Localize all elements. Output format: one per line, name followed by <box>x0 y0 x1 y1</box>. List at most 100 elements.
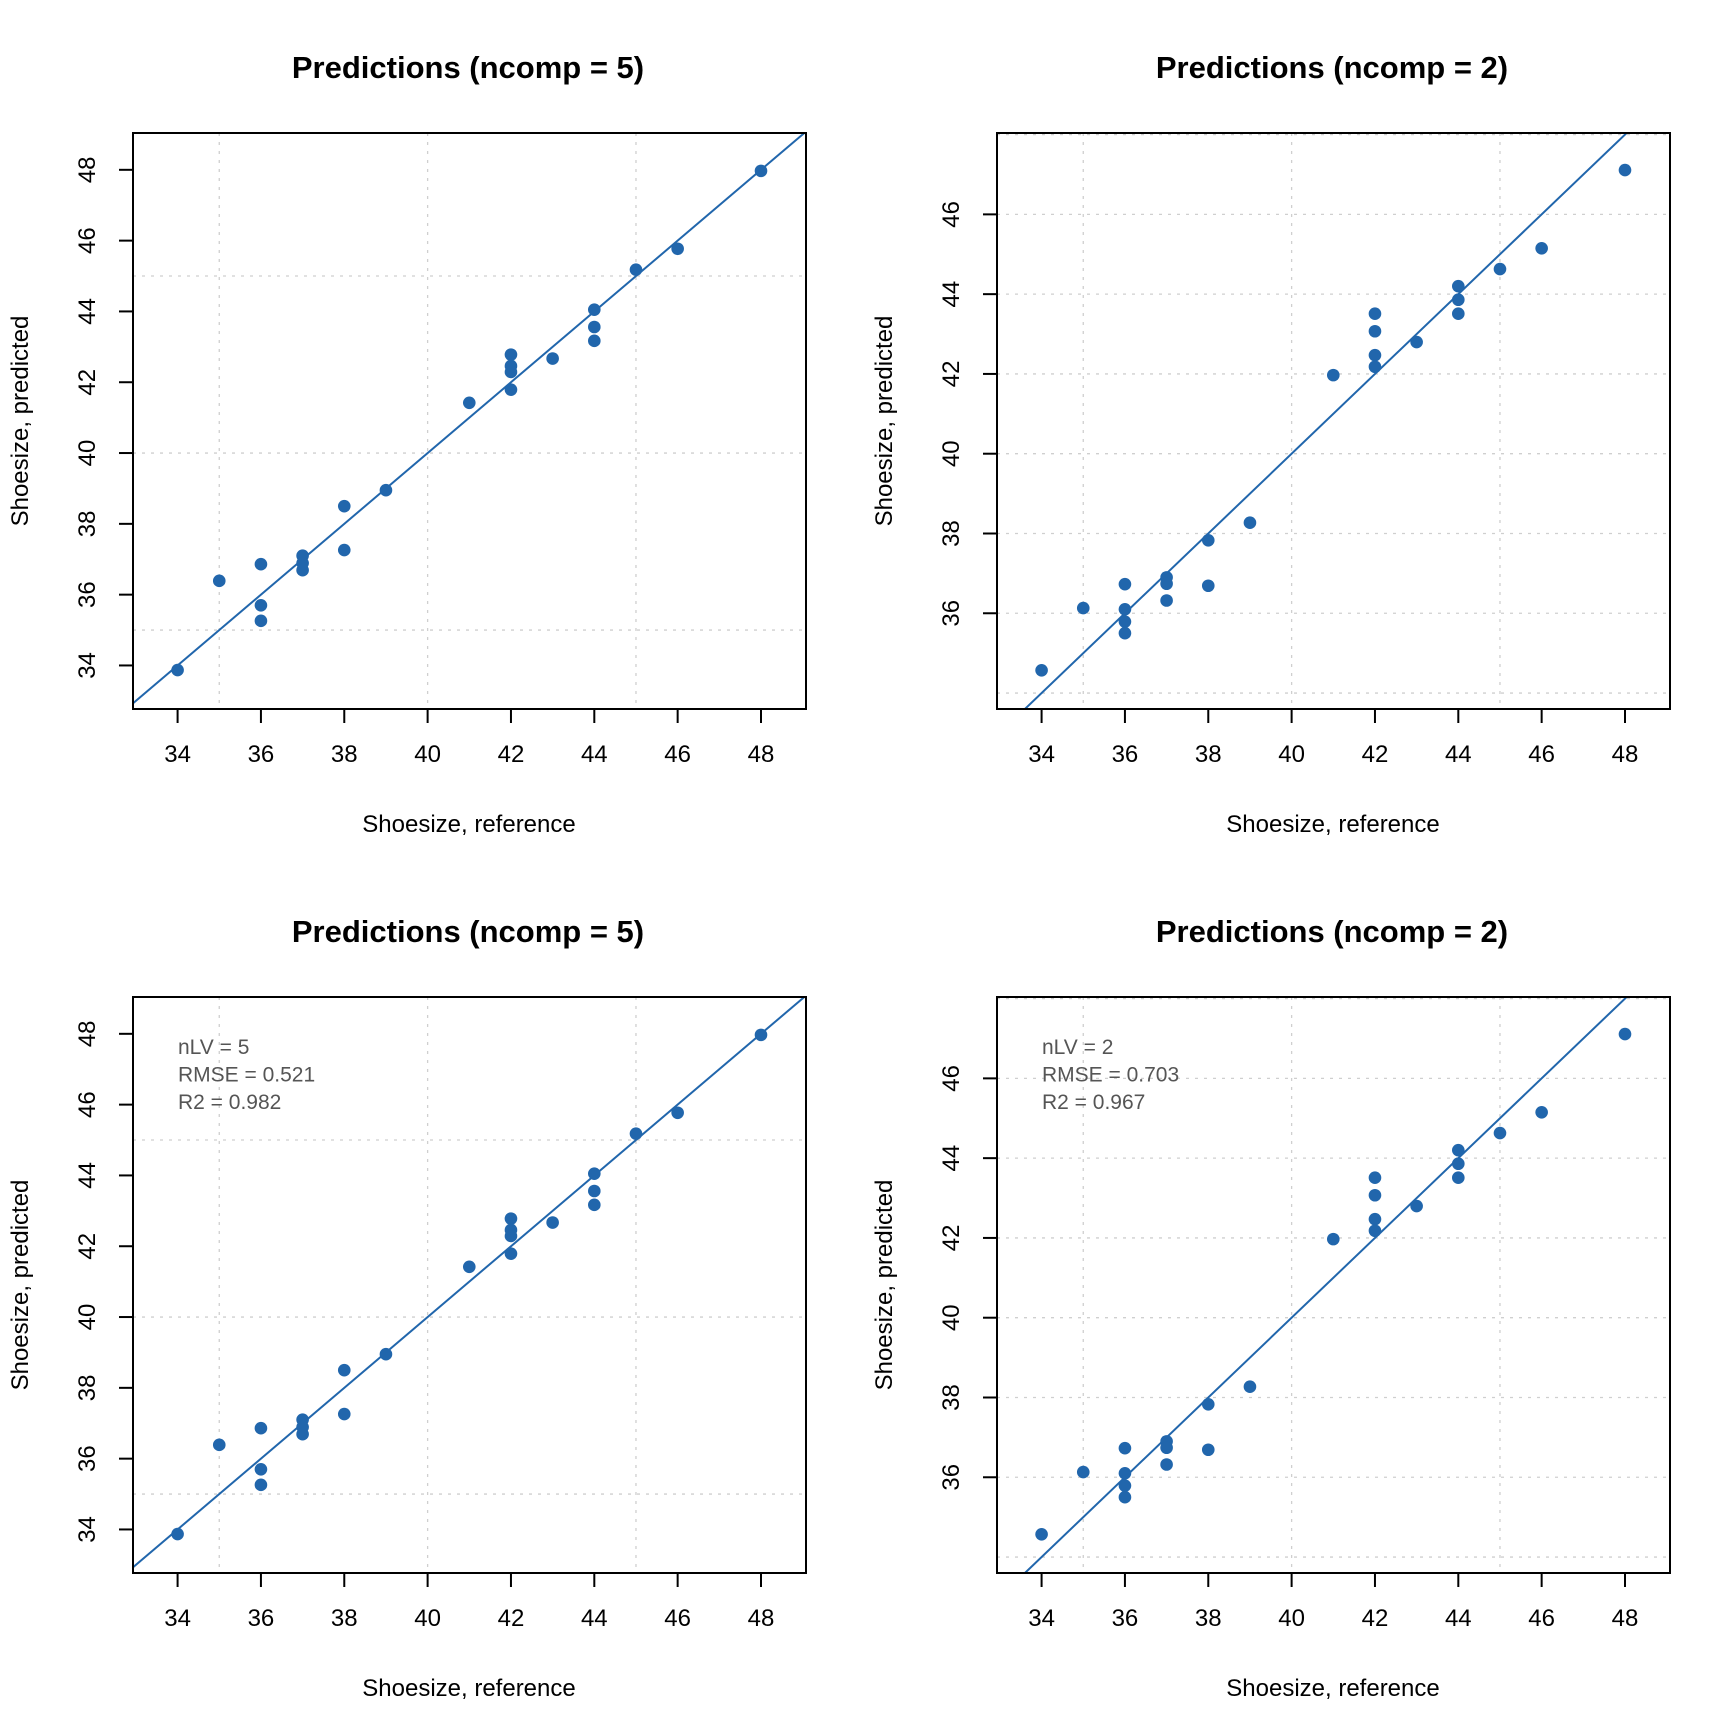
panel-title: Predictions (ncomp = 2) <box>1156 914 1508 949</box>
data-point <box>504 383 518 396</box>
x-axis-label: Shoesize, reference <box>362 1675 575 1702</box>
y-tick-label: 46 <box>938 201 965 228</box>
data-point <box>379 1347 393 1361</box>
data-point <box>337 1363 351 1377</box>
data-points <box>171 164 768 677</box>
reference-line <box>133 133 806 705</box>
data-point <box>337 499 351 513</box>
data-point <box>1118 1441 1132 1455</box>
data-point <box>1243 516 1257 530</box>
y-tick-label: 36 <box>74 581 101 608</box>
data-point <box>1452 293 1465 307</box>
y-axis-label: Shoesize, predicted <box>7 1180 34 1391</box>
y-axis: 34 36 38 40 42 44 46 48 <box>74 156 133 679</box>
x-tick-label: 44 <box>581 741 608 768</box>
data-point <box>1535 1105 1548 1119</box>
data-point <box>1368 1224 1382 1238</box>
stats-annotation-line: R2 = 0.967 <box>1042 1091 1145 1114</box>
stats-annotation-line: R2 = 0.982 <box>178 1091 281 1114</box>
y-tick-label: 38 <box>938 1384 965 1411</box>
y-axis-label: Shoesize, predicted <box>871 1180 898 1391</box>
data-point <box>212 574 226 588</box>
data-point <box>671 1106 684 1120</box>
x-tick-label: 34 <box>164 1605 191 1632</box>
x-tick-label: 34 <box>164 741 191 768</box>
data-point <box>1035 664 1048 677</box>
data-point <box>1452 279 1465 293</box>
x-axis-label: Shoesize, reference <box>362 811 575 838</box>
x-axis: 34 36 38 40 42 44 46 48 <box>164 709 774 768</box>
panel-bottom-right: Predictions (ncomp = 2) Shoesize, refere… <box>871 914 1671 1702</box>
data-point <box>1410 335 1423 349</box>
x-tick-label: 42 <box>1362 1605 1389 1632</box>
data-point <box>754 1028 768 1042</box>
x-axis-label: Shoesize, reference <box>1226 811 1439 838</box>
data-point <box>504 1229 518 1243</box>
data-point <box>1201 579 1215 593</box>
data-point <box>1368 348 1382 362</box>
data-point <box>546 1216 559 1229</box>
data-point <box>1243 1380 1257 1394</box>
data-point <box>1160 1458 1173 1471</box>
data-point <box>1201 533 1215 547</box>
x-axis: 34 36 38 40 42 44 46 48 <box>1028 1573 1638 1632</box>
data-points <box>1035 1027 1632 1541</box>
y-tick-label: 48 <box>74 1020 101 1047</box>
grid-lines <box>133 133 806 709</box>
x-tick-label: 48 <box>748 741 775 768</box>
data-point <box>1452 307 1465 320</box>
data-point <box>1368 1212 1382 1226</box>
data-point <box>671 242 684 256</box>
data-point <box>1493 262 1507 276</box>
y-tick-label: 36 <box>938 600 965 627</box>
x-tick-label: 42 <box>498 741 525 768</box>
x-tick-label: 36 <box>1112 741 1139 768</box>
x-tick-label: 38 <box>331 741 358 768</box>
data-points <box>1035 163 1632 677</box>
y-tick-label: 42 <box>938 1225 965 1252</box>
data-point <box>1118 1490 1132 1504</box>
data-point <box>588 320 601 334</box>
data-point <box>1368 360 1382 374</box>
y-tick-label: 36 <box>938 1464 965 1491</box>
y-axis: 34 36 38 40 42 44 46 48 <box>74 1020 133 1543</box>
panel-top-left: Predictions (ncomp = 5) Shoesize, refere… <box>7 50 807 838</box>
data-point <box>1118 626 1132 640</box>
data-point <box>1368 1171 1382 1184</box>
data-point <box>1452 1157 1465 1171</box>
data-point <box>1118 577 1132 591</box>
x-tick-label: 36 <box>248 741 275 768</box>
data-point <box>1410 1199 1423 1213</box>
x-axis: 34 36 38 40 42 44 46 48 <box>164 1573 774 1632</box>
y-tick-label: 34 <box>74 652 101 679</box>
x-tick-label: 36 <box>1112 1605 1139 1632</box>
y-tick-label: 38 <box>74 510 101 537</box>
reference-line <box>1023 133 1629 709</box>
plot-frame <box>996 132 1671 710</box>
y-axis-label: Shoesize, predicted <box>7 316 34 527</box>
x-tick-label: 40 <box>414 1605 441 1632</box>
data-point <box>254 1478 268 1492</box>
data-point <box>1326 368 1340 382</box>
x-tick-label: 42 <box>1362 741 1389 768</box>
y-tick-label: 46 <box>74 1091 101 1118</box>
y-tick-label: 42 <box>74 369 101 396</box>
data-point <box>1201 1397 1215 1411</box>
data-point <box>1118 615 1132 628</box>
data-point <box>254 598 268 612</box>
x-tick-label: 36 <box>248 1605 275 1632</box>
data-point <box>1076 601 1090 615</box>
y-tick-label: 42 <box>938 361 965 388</box>
data-point <box>1160 577 1173 591</box>
x-tick-label: 48 <box>1612 1605 1639 1632</box>
plot-frame <box>132 996 807 1574</box>
reference-line <box>133 997 806 1569</box>
data-point <box>1368 307 1382 320</box>
data-point <box>296 563 309 577</box>
data-point <box>1618 163 1632 177</box>
panel-title: Predictions (ncomp = 2) <box>1156 50 1508 85</box>
data-point <box>1618 1027 1632 1041</box>
x-tick-label: 40 <box>414 741 441 768</box>
y-tick-label: 40 <box>74 440 101 467</box>
